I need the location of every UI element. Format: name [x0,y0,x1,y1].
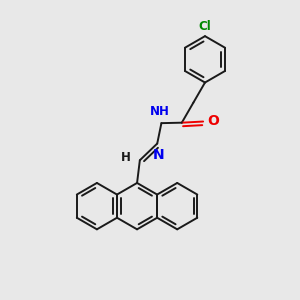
Text: NH: NH [150,105,170,118]
Text: Cl: Cl [199,20,212,33]
Text: N: N [153,148,164,162]
Text: H: H [121,151,130,164]
Text: O: O [207,114,219,128]
